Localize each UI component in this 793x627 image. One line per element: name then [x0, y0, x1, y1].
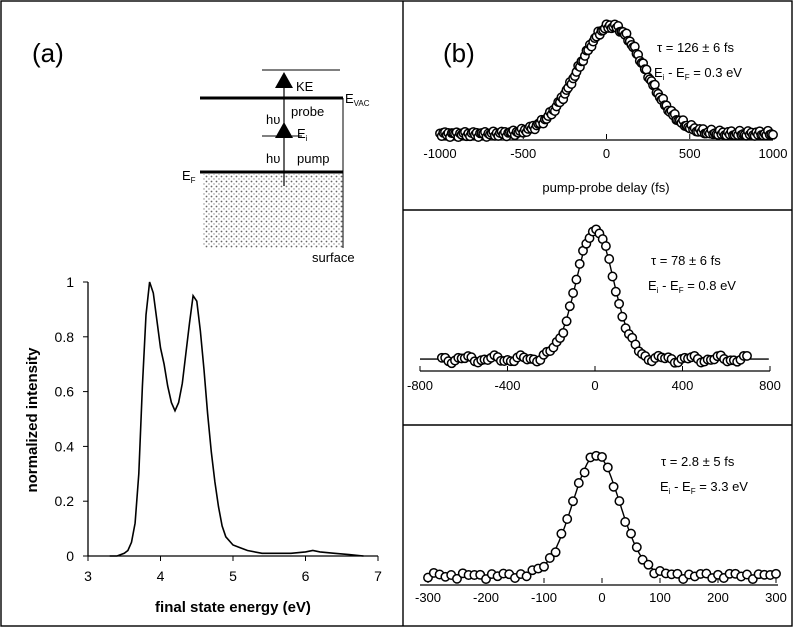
spectrum-x-tick-label-2: 5 [229, 568, 237, 584]
plot-b1-tau: τ = 126 ± 6 fs [657, 40, 734, 55]
spectrum-x-label: final state energy (eV) [155, 599, 311, 616]
spectrum-y-tick-label-3: 0.6 [55, 384, 75, 400]
energy-level-diagram: KE probe EVAC hυ Ei hυ pump EF surface [182, 70, 370, 265]
ke-label: KE [296, 79, 314, 94]
plotb1-x-tick-label-1: -500 [510, 146, 536, 161]
hv-pump-label: hυ [266, 151, 280, 166]
cross-correlation-plot-2: -800 -400 0 400 800 τ = 78 ± 6 fs Ei - EF = … [407, 225, 781, 393]
plotb3-data-point-34 [621, 518, 629, 526]
panel-label-b: (b) [443, 38, 475, 68]
plotb1-x-tick-label-2: 0 [603, 146, 610, 161]
plotb3-data-point-23 [557, 530, 565, 538]
spectrum-x-tick-label-0: 3 [84, 568, 92, 584]
plotb3-data-point-24 [563, 515, 571, 523]
plotb2-data-point-55 [618, 313, 626, 321]
ef-subscript: F [191, 176, 196, 185]
filled-states-region [203, 174, 343, 248]
plotb3-data-point-26 [575, 479, 583, 487]
plotb2-x-tick-label-4: 800 [759, 378, 781, 393]
spectrum-x-tick-label-4: 7 [374, 568, 382, 584]
plotb3-x-tick-label-6: 300 [765, 590, 787, 605]
plotb1-x-tick-label-3: 500 [679, 146, 701, 161]
plot-b1-x-label: pump-probe delay (fs) [542, 180, 669, 195]
plotb2-x-tick-label-0: -800 [407, 378, 433, 393]
plotb2-data-point-42 [576, 260, 584, 268]
spectrum-y-label: normalized intensity [24, 347, 41, 493]
plotb3-data-point-38 [644, 561, 652, 569]
plotb3-data-point-25 [569, 497, 577, 505]
cross-correlation-plot-3: -300 -200 -100 0 100 200 300 τ = 2.8 ± 5 fs Ei… [415, 452, 787, 605]
spectrum-y-tick-label-4: 0.8 [55, 329, 75, 345]
plotb3-data-point-22 [551, 548, 559, 556]
spectrum-plot: 3 4 5 6 7 0 0.2 0.4 0.6 0.8 1 final state energy (… [24, 274, 382, 616]
plot-b1-energy: Ei - EF = 0.3 eV [654, 65, 742, 82]
plot-b3-energy: Ei - EF = 3.3 eV [660, 479, 748, 496]
plotb2-data-point-39 [566, 302, 574, 310]
spectrum-y-tick-label-2: 0.4 [55, 438, 75, 454]
plotb3-x-tick-label-2: -100 [531, 590, 557, 605]
plotb3-data-point-60 [772, 570, 780, 578]
plotb2-data-point-41 [572, 275, 580, 283]
plotb3-data-point-30 [598, 453, 606, 461]
spectrum-x-tick-label-1: 4 [157, 568, 165, 584]
spectrum-y-tick-label-0: 0 [66, 548, 74, 564]
plotb2-data-point-50 [602, 242, 610, 250]
plotb3-x-tick-label-3: 0 [598, 590, 605, 605]
ef-label: EF [182, 168, 196, 185]
plotb2-data-point-40 [569, 289, 577, 297]
spectrum-x-tick-label-3: 6 [302, 568, 310, 584]
plotb3-x-tick-label-0: -300 [415, 590, 441, 605]
plotb2-data-point-51 [605, 255, 613, 263]
plotb2-data-point-53 [612, 288, 620, 296]
plotb3-data-point-27 [580, 468, 588, 476]
plotb3-data-point-31 [604, 463, 612, 471]
panel-label-a: (a) [32, 38, 64, 68]
plotb3-data-point-20 [540, 563, 548, 571]
plotb3-x-tick-label-1: -200 [473, 590, 499, 605]
probe-label: probe [291, 104, 324, 119]
plotb2-data-point-38 [562, 317, 570, 325]
plotb1-x-tick-label-4: 1000 [759, 146, 788, 161]
plotb1-x-tick-label-0: -1000 [423, 146, 456, 161]
cross-correlation-plot-1: -1000 -500 0 500 1000 pump-probe delay (fs) … [423, 20, 787, 195]
pump-label: pump [297, 151, 330, 166]
plot-b2-fit-curve [420, 229, 769, 359]
spectrum-y-tick-label-5: 1 [66, 274, 74, 290]
plotb2-x-tick-label-2: 0 [591, 378, 598, 393]
plotb2-data-point-54 [615, 300, 623, 308]
plotb3-x-tick-label-4: 100 [649, 590, 671, 605]
plotb3-x-tick-label-5: 200 [707, 590, 729, 605]
plotb3-data-point-36 [633, 543, 641, 551]
evac-subscript: VAC [354, 99, 370, 108]
plot-b3-fit-curve [428, 455, 776, 576]
plot-b2-energy: Ei - EF = 0.8 eV [648, 278, 736, 295]
hv-probe-label: hυ [266, 112, 280, 127]
spectrum-y-tick-label-1: 0.2 [55, 493, 75, 509]
ke-arrow-head [275, 72, 293, 88]
evac-label: EVAC [345, 91, 370, 108]
plotb2-data-point-93 [743, 352, 751, 360]
plotb3-data-point-35 [627, 529, 635, 537]
surface-label: surface [312, 250, 355, 265]
plotb1-data-point-124 [642, 65, 650, 73]
plotb1-data-point-129 [651, 81, 659, 89]
plotb3-data-point-33 [615, 497, 623, 505]
plotb2-x-tick-label-1: -400 [494, 378, 520, 393]
plotb2-x-tick-label-3: 400 [672, 378, 694, 393]
spectrum-line [110, 282, 364, 556]
ei-label: Ei [297, 126, 308, 143]
plotb2-data-point-52 [608, 272, 616, 280]
plotb2-data-point-37 [559, 329, 567, 337]
plotb3-data-point-32 [609, 483, 617, 491]
ei-subscript: i [306, 134, 308, 143]
plot-b3-tau: τ = 2.8 ± 5 fs [661, 454, 735, 469]
plot-b2-tau: τ = 78 ± 6 fs [651, 253, 721, 268]
plotb1-data-point-200 [769, 131, 777, 139]
